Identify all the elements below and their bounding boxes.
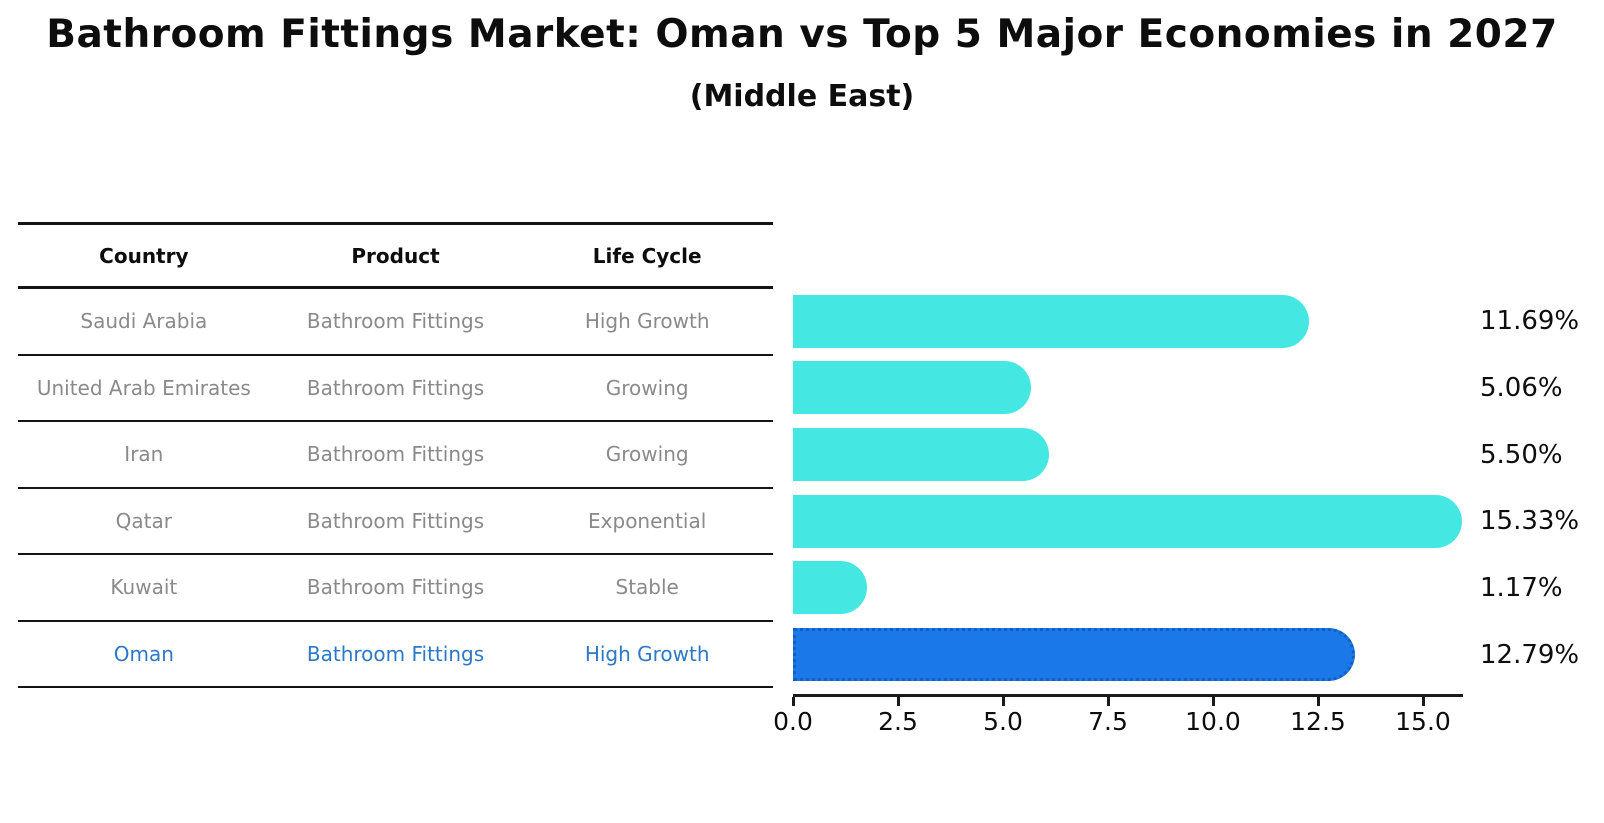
country-cell: United Arab Emirates (36, 375, 251, 400)
country-cell: Oman (113, 641, 174, 666)
life-cycle-cell: High Growth (584, 641, 710, 666)
x-axis-tick (897, 697, 900, 706)
table-row-qatar: Qatar Bathroom Fittings Exponential (18, 489, 773, 555)
life-cycle-cell: High Growth (584, 309, 710, 334)
x-axis-tick-label: 7.5 (1088, 707, 1128, 736)
chart-title: Bathroom Fittings Market: Oman vs Top 5 … (46, 12, 1558, 57)
bar-uae (793, 361, 1031, 415)
bar-saudi-arabia (793, 294, 1309, 348)
x-axis-tick (792, 697, 795, 706)
x-axis-tick-label: 5.0 (983, 707, 1023, 736)
table-row-saudi-arabia: Saudi Arabia Bathroom Fittings High Grow… (18, 289, 773, 356)
product-cell: Bathroom Fittings (306, 375, 485, 400)
x-axis-tick (1422, 697, 1425, 706)
bar-oman (793, 628, 1356, 682)
value-label: 15.33% (1480, 506, 1580, 537)
x-axis-tick (1107, 697, 1110, 706)
table-row-uae: United Arab Emirates Bathroom Fittings G… (18, 356, 773, 422)
value-label: 11.69% (1480, 306, 1580, 337)
life-cycle-cell: Exponential (588, 508, 707, 533)
value-label: 1.17% (1480, 572, 1563, 603)
product-cell: Bathroom Fittings (306, 508, 485, 533)
x-axis-tick-label: 2.5 (878, 707, 918, 736)
life-cycle-cell: Stable (615, 575, 679, 600)
x-axis-tick (1002, 697, 1005, 706)
table-row-kuwait: Kuwait Bathroom Fittings Stable (18, 555, 773, 622)
bar-value-labels: 11.69% 5.06% 5.50% 15.33% 1.17% 12.79% (1480, 288, 1604, 688)
country-table: Country Product Life Cycle Saudi Arabia … (18, 222, 773, 688)
column-header-life-cycle: Life Cycle (592, 243, 702, 268)
value-label: 5.06% (1480, 372, 1563, 403)
x-axis-tick (1317, 697, 1320, 706)
x-axis-line (793, 694, 1463, 697)
product-cell: Bathroom Fittings (306, 575, 485, 600)
x-axis-tick-label: 10.0 (1185, 707, 1241, 736)
table-header-row: Country Product Life Cycle (18, 225, 773, 289)
column-header-product: Product (351, 243, 440, 268)
product-cell: Bathroom Fittings (306, 309, 485, 334)
life-cycle-cell: Growing (605, 375, 689, 400)
bar-kuwait (793, 561, 868, 615)
product-cell: Bathroom Fittings (306, 442, 485, 467)
bar-iran (793, 428, 1049, 482)
country-cell: Kuwait (110, 575, 178, 600)
country-cell: Iran (124, 442, 164, 467)
x-axis-tick-label: 15.0 (1395, 707, 1451, 736)
country-cell: Saudi Arabia (80, 309, 208, 334)
table-row-oman: Oman Bathroom Fittings High Growth (18, 622, 773, 688)
chart-subtitle: (Middle East) (689, 79, 915, 114)
x-axis-tick (1212, 697, 1215, 706)
column-header-country: Country (99, 243, 189, 268)
product-cell: Bathroom Fittings (306, 641, 485, 666)
bar-chart (793, 288, 1469, 688)
life-cycle-cell: Growing (605, 442, 689, 467)
table-row-iran: Iran Bathroom Fittings Growing (18, 422, 773, 489)
value-label: 5.50% (1480, 439, 1563, 470)
bar-qatar (793, 494, 1462, 548)
value-label: 12.79% (1480, 639, 1580, 670)
x-axis-tick-label: 12.5 (1290, 707, 1346, 736)
x-axis-tick-label: 0.0 (773, 707, 813, 736)
country-cell: Qatar (115, 508, 172, 533)
